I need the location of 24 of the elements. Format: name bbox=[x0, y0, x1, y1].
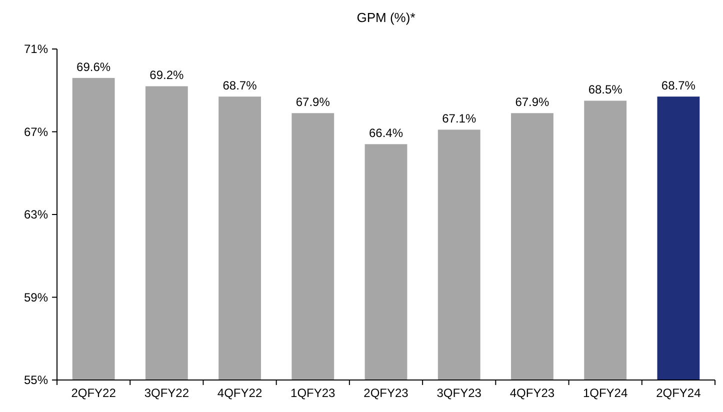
y-tick-label: 55% bbox=[24, 373, 48, 387]
chart-title: GPM (%)* bbox=[356, 10, 416, 25]
data-label: 68.5% bbox=[588, 82, 623, 97]
y-tick-label: 71% bbox=[24, 42, 48, 56]
x-tick-label: 4QFY23 bbox=[510, 386, 555, 400]
y-tick-label: 59% bbox=[24, 290, 48, 304]
data-label: 69.2% bbox=[150, 68, 184, 82]
x-tick-label: 2QFY24 bbox=[656, 386, 702, 400]
x-tick-label: 3QFY22 bbox=[144, 386, 190, 400]
data-label: 67.9% bbox=[515, 95, 550, 110]
x-tick-label: 2QFY22 bbox=[71, 386, 116, 400]
data-label: 66.4% bbox=[368, 126, 404, 140]
data-label: 69.6% bbox=[76, 60, 111, 74]
x-tick-label: 2QFY23 bbox=[364, 386, 409, 400]
data-label: 67.1% bbox=[442, 112, 476, 126]
x-tick-label: 1QFY24 bbox=[582, 386, 628, 400]
x-tick-label: 3QFY23 bbox=[436, 386, 482, 400]
data-label: 68.7% bbox=[222, 78, 258, 93]
x-tick-label: 4QFY22 bbox=[217, 386, 262, 400]
data-label: 68.7% bbox=[661, 78, 696, 93]
y-tick-label: 67% bbox=[24, 124, 48, 139]
y-tick-label: 63% bbox=[24, 208, 48, 222]
x-tick-label: 1QFY23 bbox=[290, 386, 336, 400]
data-label: 67.9% bbox=[296, 95, 330, 110]
